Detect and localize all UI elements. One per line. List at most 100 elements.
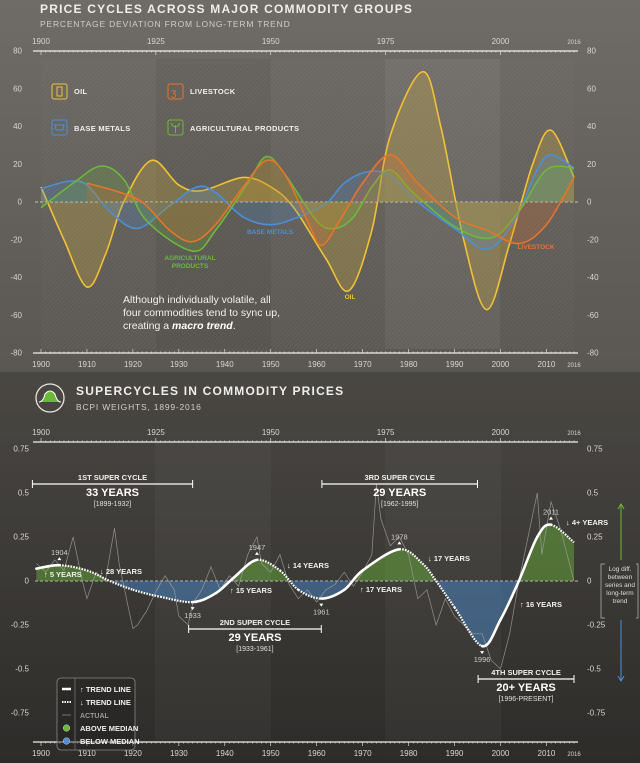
- trend-line-falling: [109, 579, 134, 591]
- cycle-range: [1933-1961]: [236, 646, 273, 653]
- x-tick-label-bottom: 1960: [308, 360, 326, 369]
- x-tick-label-bottom: 1940: [216, 749, 234, 758]
- turning-point-marker: [480, 651, 485, 655]
- turning-point-year: 1961: [313, 608, 330, 617]
- legend-oil: OIL: [74, 87, 88, 96]
- y-tick-label-right: 20: [587, 160, 596, 169]
- x-tick-label-top: 1950: [262, 428, 280, 437]
- trend-line-rising: [232, 558, 259, 579]
- oil-line: [40, 70, 575, 311]
- turning-point-marker: [190, 607, 195, 611]
- y-tick-label-right: 0: [587, 198, 592, 207]
- x-tick-label-top: 1975: [377, 428, 395, 437]
- y-tick-label-left: 20: [13, 160, 22, 169]
- x-tick-label-bottom: 1930: [170, 360, 188, 369]
- x-tick-label-bottom: 1920: [124, 749, 142, 758]
- trend-line-rising: [191, 592, 217, 604]
- x-tick-label-bottom: 1900: [32, 749, 50, 758]
- x-tick-label-bottom: 2016: [567, 752, 581, 758]
- log-diff-text: Log diff. between series and long-term t…: [605, 566, 635, 605]
- y-tick-label-left: -0.75: [11, 709, 30, 718]
- turning-point-year: 1996: [474, 655, 491, 664]
- phase-duration-label: ↑ 5 YEARS: [44, 570, 82, 579]
- above-median-area: [36, 524, 574, 581]
- note-line-3-post: .: [233, 320, 236, 332]
- livestock-icon-glyph: ʒ: [171, 88, 177, 99]
- turning-point-marker: [549, 516, 554, 520]
- x-tick-label-bottom: 1980: [400, 749, 418, 758]
- oil-series-label: OIL: [345, 294, 356, 301]
- y-tick-label-left: 40: [13, 122, 22, 131]
- plant-icon-glyph: [171, 122, 180, 133]
- y-tick-label-right: 80: [587, 47, 596, 56]
- bottom-chart-subtitle: BCPI WEIGHTS, 1899-2016: [76, 402, 202, 412]
- top-chart-title: PRICE CYCLES ACROSS MAJOR COMMODITY GROU…: [40, 2, 413, 16]
- x-tick-label-top: 2016: [567, 431, 581, 437]
- y-tick-label-left: 0: [18, 198, 23, 207]
- y-tick-label-left: -60: [10, 311, 22, 320]
- y-tick-label-right: 0: [587, 577, 592, 586]
- cycle-length: 20+ YEARS: [496, 682, 555, 694]
- cycle-length: 29 YEARS: [228, 632, 281, 644]
- cycle-name: 4TH SUPER CYCLE: [491, 668, 561, 677]
- top-chart-subtitle: PERCENTAGE DEVIATION FROM LONG-TERM TREN…: [40, 19, 291, 29]
- y-tick-label-left: -80: [10, 349, 22, 358]
- x-tick-label-bottom: 1970: [354, 749, 372, 758]
- bracket: [600, 563, 639, 619]
- cycle-length: 33 YEARS: [86, 487, 139, 499]
- phase-duration-label: ↑ 15 YEARS: [230, 586, 272, 595]
- trend-line-rising: [214, 576, 236, 595]
- top-chart: PRICE CYCLES ACROSS MAJOR COMMODITY GROU…: [10, 2, 599, 369]
- y-tick-label-left: -0.25: [11, 621, 30, 630]
- supercycle-logo-icon: [35, 383, 65, 413]
- cycle-range: [1996-PRESENT]: [499, 696, 554, 703]
- trend-line-falling: [435, 580, 456, 609]
- x-tick-label-bottom: 2000: [492, 360, 510, 369]
- livestock-series-label: LIVESTOCK: [517, 244, 554, 251]
- agricultural-products-line: [40, 155, 575, 252]
- x-tick-label-bottom: 1960: [308, 749, 326, 758]
- trend-line-rising: [517, 535, 539, 583]
- x-tick-label-bottom: 1940: [216, 360, 234, 369]
- trend-line-rising: [499, 579, 521, 622]
- phase-duration-label: ↓ 28 YEARS: [100, 567, 142, 576]
- x-tick-label-bottom: 1950: [262, 360, 280, 369]
- up-arrow-head: [617, 503, 625, 510]
- oil-area: [41, 71, 574, 310]
- bottom-chart: SUPERCYCLES IN COMMODITY PRICES BCPI WEI…: [0, 372, 640, 763]
- y-tick-label-left: -40: [10, 273, 22, 282]
- note-emphasis: macro trend: [172, 320, 233, 332]
- x-tick-label-bottom: 1910: [78, 360, 96, 369]
- y-tick-label-right: -40: [587, 273, 599, 282]
- bottom-panel: [0, 372, 640, 763]
- metals-series-label: BASE METALS: [247, 229, 294, 236]
- trend-line-rising: [35, 563, 61, 570]
- y-tick-label-left: 60: [13, 84, 22, 93]
- y-tick-label-right: 40: [587, 122, 596, 131]
- x-tick-label-bottom: 1980: [400, 360, 418, 369]
- x-tick-label-top: 1900: [32, 37, 50, 46]
- plant-icon: [167, 119, 184, 136]
- x-tick-label-bottom: 1910: [78, 749, 96, 758]
- x-tick-label-bottom: 1900: [32, 360, 50, 369]
- legend-agricultural: AGRICULTURAL PRODUCTS: [190, 124, 299, 133]
- note-line-1: Although individually volatile, all: [123, 294, 271, 306]
- turning-point-year: 1947: [249, 543, 266, 552]
- x-tick-label-bottom: 2010: [538, 360, 556, 369]
- trend-line-falling: [421, 562, 438, 582]
- cycle-name: 1ST SUPER CYCLE: [78, 473, 147, 482]
- mine-cart-icon: [51, 119, 68, 136]
- trend-line-falling: [399, 548, 424, 565]
- trend-line-falling: [550, 523, 575, 544]
- y-tick-label-left: 80: [13, 47, 22, 56]
- y-tick-label-left: -20: [10, 235, 22, 244]
- top-band: [156, 59, 271, 349]
- y-tick-label-right: -0.25: [587, 621, 606, 630]
- x-tick-label-top: 2000: [492, 428, 510, 437]
- cycle-name: 2ND SUPER CYCLE: [220, 618, 290, 627]
- mine-cart-icon-glyph: [54, 124, 65, 131]
- base-metals-area: [41, 154, 574, 250]
- trend-line-falling: [59, 564, 88, 572]
- log-diff-label: Log diff. between series and long-term t…: [600, 503, 639, 682]
